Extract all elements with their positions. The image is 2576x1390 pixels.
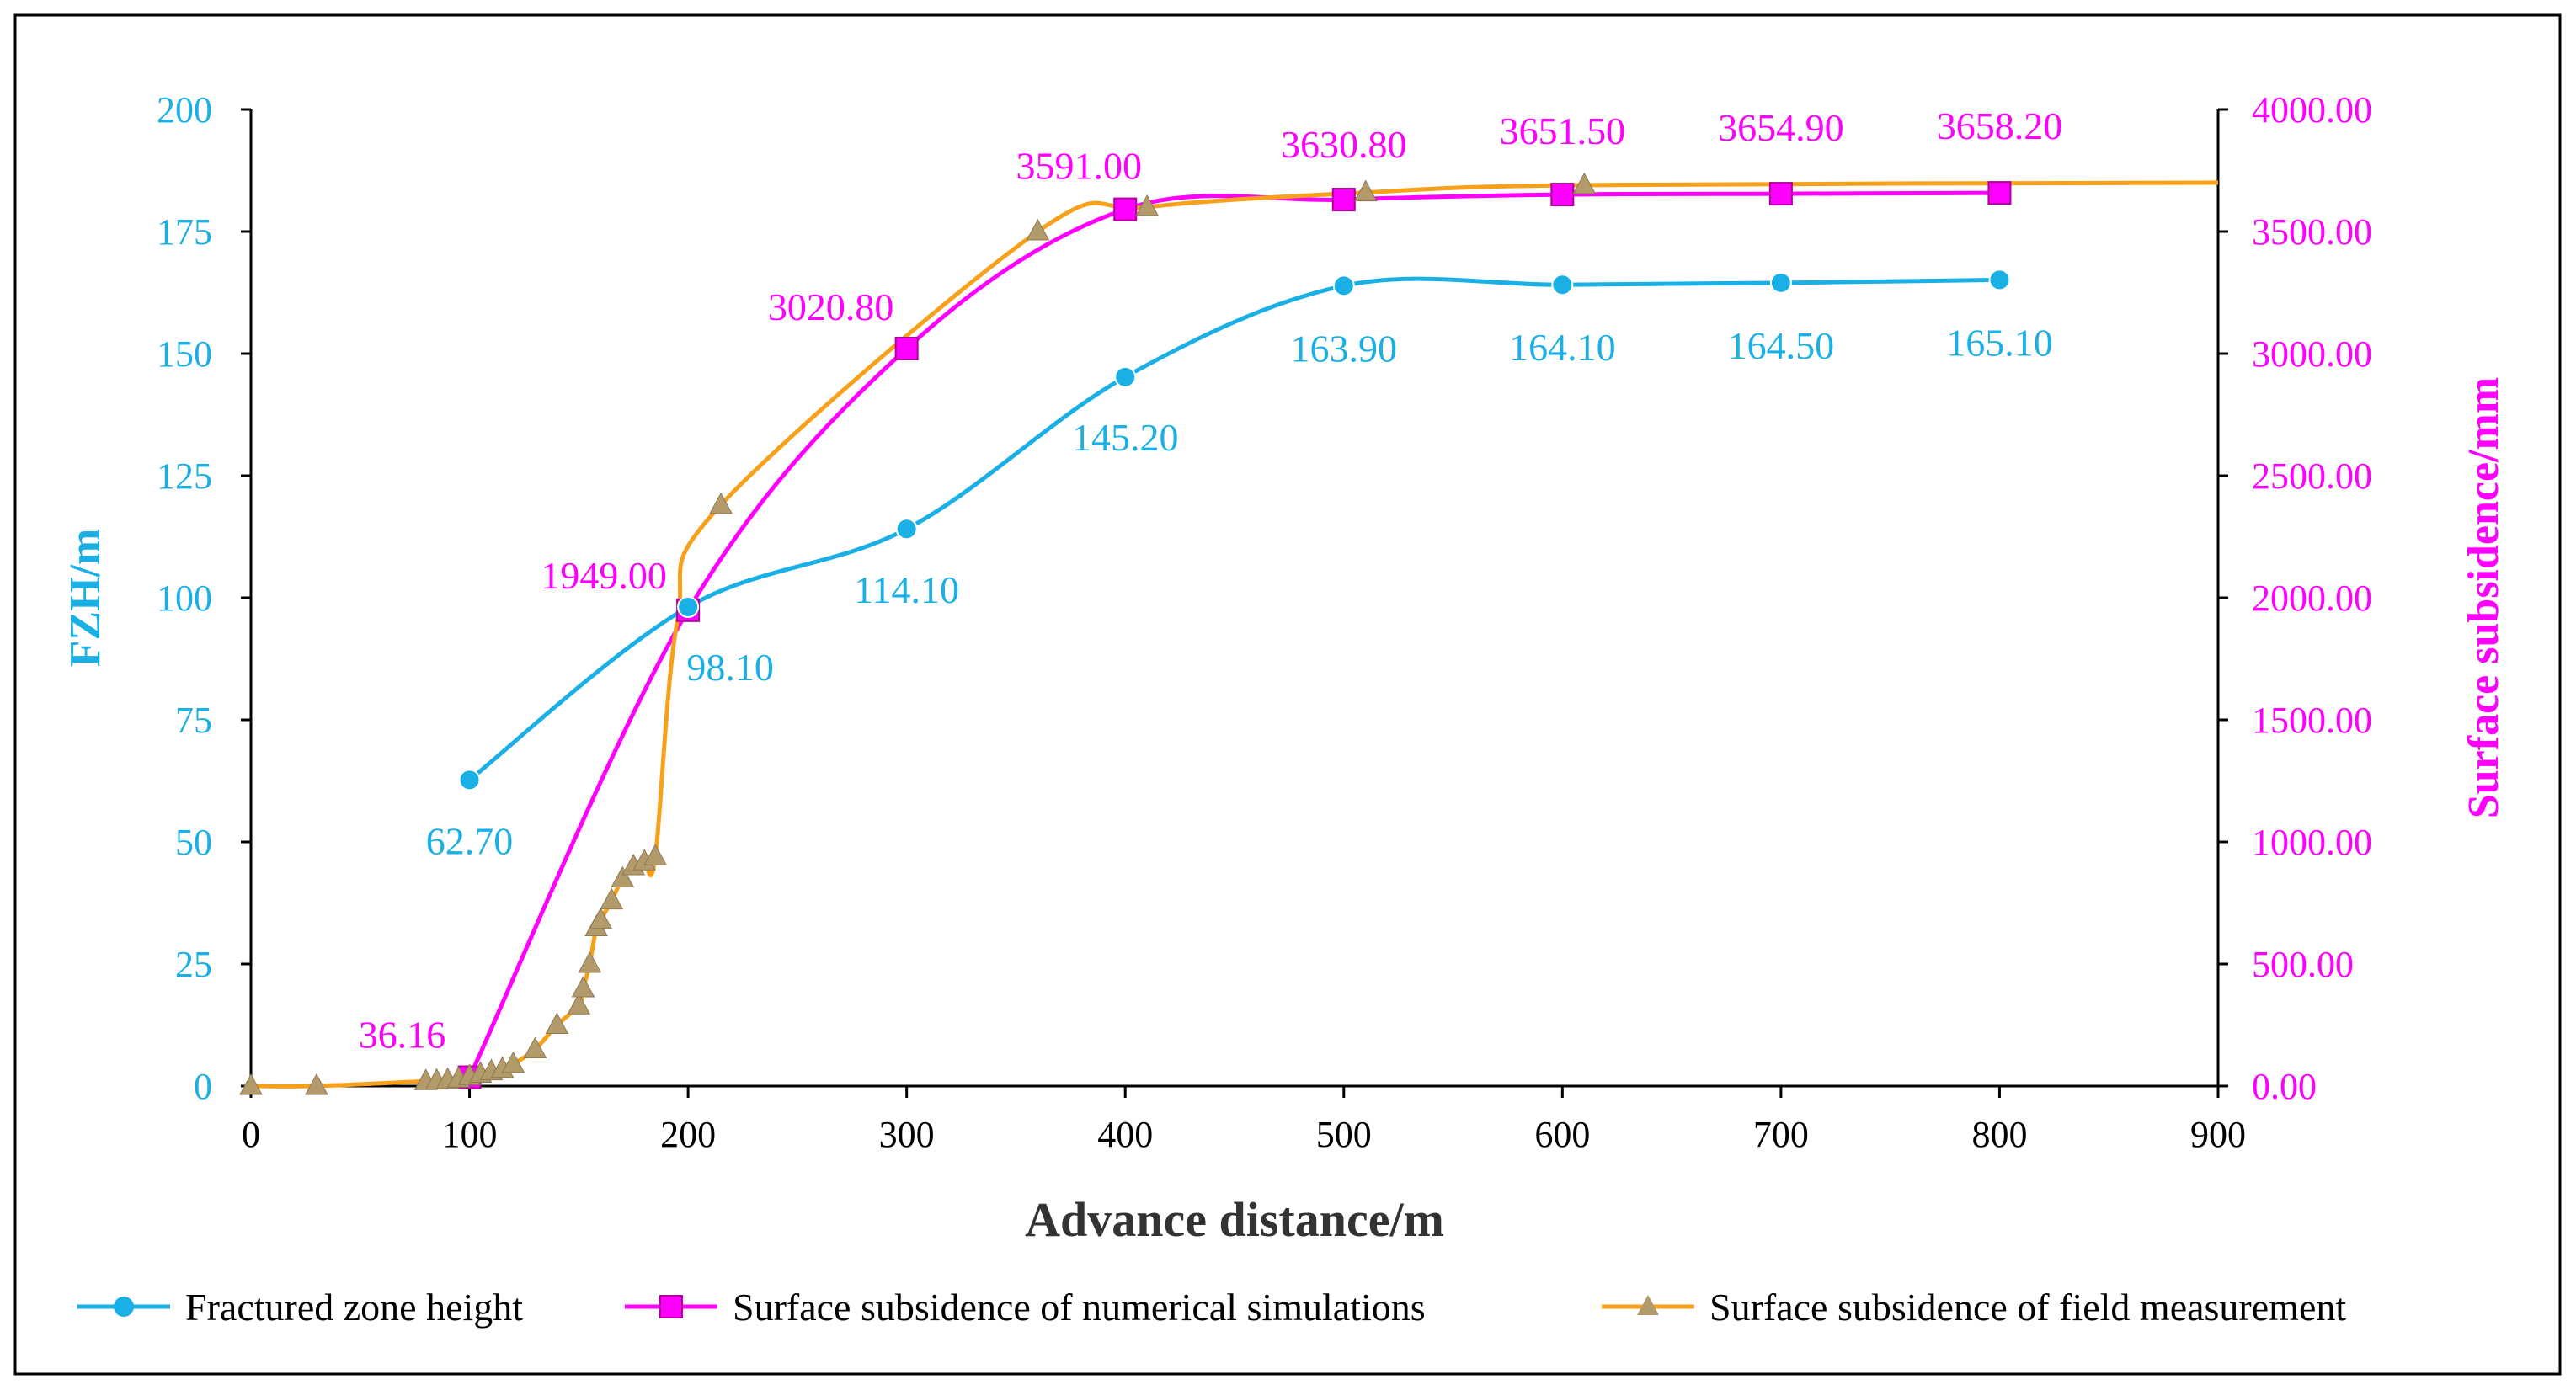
numerical-simulation-point (1550, 183, 1575, 207)
numerical-simulation-point (1331, 188, 1356, 212)
x-tick-label: 600 (1534, 1114, 1590, 1155)
fractured-zone-height-point (895, 518, 918, 541)
numerical-simulation-point (1987, 181, 2012, 205)
x-tick-label: 500 (1316, 1114, 1372, 1155)
left-tick-label: 75 (175, 700, 212, 741)
field-measurement-point (589, 907, 613, 929)
fractured-zone-height-label: 62.70 (426, 819, 514, 862)
numerical-simulation-label: 3658.20 (1937, 104, 2063, 147)
right-tick-label: 2000.00 (2252, 578, 2372, 619)
numerical-simulation-label: 3591.00 (1016, 145, 1142, 188)
right-tick-label: 2500.00 (2252, 455, 2372, 497)
left-tick-label: 150 (157, 333, 212, 375)
x-axis-title: Advance distance/m (1025, 1192, 1444, 1247)
x-tick-label: 0 (242, 1114, 260, 1155)
right-tick-label: 4000.00 (2252, 89, 2372, 130)
numerical-simulation-label: 3651.50 (1500, 109, 1626, 152)
field-measurement-point (239, 1073, 263, 1095)
right-tick-label: 3000.00 (2252, 333, 2372, 375)
fractured-zone-height-label: 98.10 (686, 646, 774, 689)
x-tick-label: 400 (1097, 1114, 1153, 1155)
x-tick-label: 100 (442, 1114, 498, 1155)
right-tick-label: 3500.00 (2252, 211, 2372, 253)
numerical-simulation-label: 36.16 (359, 1014, 446, 1057)
field-measurement-point (571, 975, 595, 998)
fractured-zone-height-point (1988, 269, 2011, 291)
right-tick-label: 1500.00 (2252, 700, 2372, 741)
left-tick-label: 200 (157, 89, 212, 130)
numerical-simulation-label: 3020.80 (768, 285, 894, 328)
axes (249, 109, 2220, 1088)
numerical-simulation-point (894, 336, 919, 360)
x-tick-label: 700 (1753, 1114, 1809, 1155)
legend-label: Fractured zone height (185, 1286, 523, 1329)
legend-triangle-marker (1637, 1295, 1659, 1315)
right-axis-title: Surface subsidence/mm (2460, 377, 2508, 818)
field-measurement-point (600, 887, 624, 910)
field-measurement-point (1135, 194, 1160, 216)
fractured-zone-height-point (1332, 274, 1355, 297)
left-tick-label: 25 (175, 944, 212, 985)
field-measurement-point (611, 865, 635, 887)
numerical-simulation-label: 3654.90 (1718, 106, 1844, 149)
fractured-zone-height-label: 165.10 (1946, 321, 2053, 364)
field-measurement-point (1572, 172, 1597, 194)
legend-label: Surface subsidence of field measurement (1709, 1286, 2346, 1329)
x-tick-label: 200 (660, 1114, 716, 1155)
field-measurement-point (305, 1073, 328, 1095)
field-measurement-point (1353, 179, 1378, 202)
left-axis-title: FZH/m (61, 529, 109, 668)
left-tick-label: 175 (157, 211, 212, 253)
series-markers (239, 172, 2012, 1095)
data-labels: 62.70 98.10 114.10 145.20 163.90 164.10 164.50… (359, 104, 2062, 1056)
chart-frame (13, 13, 2562, 1376)
x-tick-label: 900 (2190, 1114, 2246, 1155)
fractured-zone-height-label: 114.10 (854, 568, 959, 611)
right-tick-label: 1000.00 (2252, 822, 2372, 863)
fractured-zone-height-point (1769, 271, 1792, 294)
series-lines (250, 180, 2219, 1089)
fractured-zone-height-label: 145.20 (1072, 416, 1179, 459)
field-measurement-point (709, 492, 733, 514)
ticks: 02550751001251501752000.00500.001000.001… (157, 89, 2372, 1155)
fractured-zone-height-label: 163.90 (1291, 327, 1398, 370)
series-line-field-measurement (250, 180, 2219, 1089)
legend-label: Surface subsidence of numerical simulati… (733, 1286, 1426, 1329)
x-tick-label: 800 (1971, 1114, 2027, 1155)
x-tick-label: 300 (879, 1114, 935, 1155)
field-measurement-point (545, 1012, 569, 1034)
field-measurement-point (578, 951, 602, 973)
right-tick-label: 0.00 (2252, 1066, 2317, 1107)
field-measurement-point (643, 844, 668, 865)
fractured-zone-height-point (458, 769, 481, 791)
left-tick-label: 50 (175, 822, 212, 863)
numerical-simulation-point (1768, 182, 1793, 206)
field-measurement-point (567, 993, 591, 1015)
field-measurement-point (523, 1036, 547, 1058)
field-measurement-point (1026, 218, 1050, 241)
legend: Fractured zone height Surface subsidence … (77, 1286, 2346, 1329)
numerical-simulation-point (1113, 197, 1138, 221)
field-measurement-point (501, 1051, 525, 1073)
right-tick-label: 500.00 (2252, 944, 2354, 985)
fractured-zone-height-point (677, 596, 700, 619)
legend-numerical-simulation: Surface subsidence of numerical simulati… (625, 1286, 1426, 1329)
left-tick-label: 125 (157, 455, 212, 497)
fractured-zone-height-label: 164.10 (1509, 326, 1616, 369)
legend-circle-marker (114, 1297, 134, 1317)
left-tick-label: 100 (157, 578, 212, 619)
legend-square-marker (659, 1295, 683, 1318)
left-tick-label: 0 (194, 1066, 212, 1107)
numerical-simulation-label: 3630.80 (1281, 123, 1407, 166)
fractured-zone-height-point (1551, 274, 1574, 296)
fractured-zone-height-point (1114, 365, 1137, 388)
legend-field-measurement: Surface subsidence of field measurement (1602, 1286, 2346, 1329)
fractured-zone-height-label: 164.50 (1728, 324, 1835, 367)
numerical-simulation-label: 1949.00 (541, 554, 667, 597)
legend-fractured-zone-height: Fractured zone height (77, 1286, 523, 1329)
